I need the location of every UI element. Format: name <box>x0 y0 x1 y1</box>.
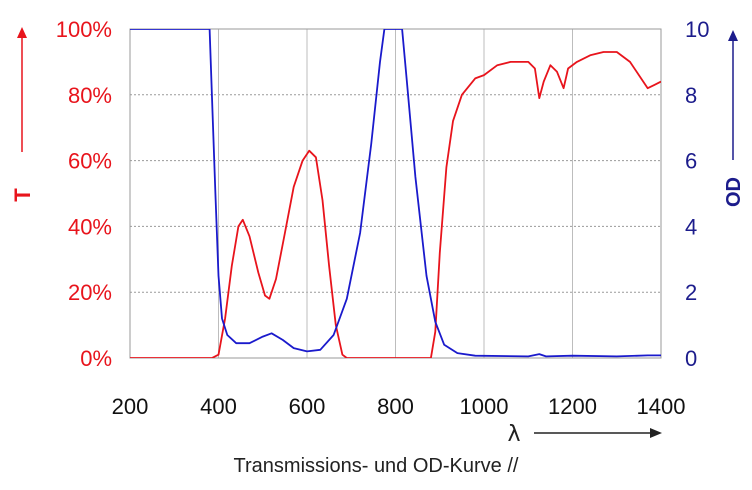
right-tick-label: 4 <box>685 214 697 239</box>
left-tick-label: 40% <box>68 214 112 239</box>
left-tick-label: 100% <box>56 17 112 42</box>
right-tick-label: 0 <box>685 346 697 371</box>
left-tick-label: 20% <box>68 280 112 305</box>
left-tick-label: 80% <box>68 83 112 108</box>
chart-caption: Transmissions- und OD-Kurve // <box>233 455 519 477</box>
x-tick-label: 1000 <box>460 394 509 419</box>
left-axis-label: T <box>10 188 35 202</box>
right-axis-label: OD <box>723 177 745 207</box>
left-tick-label: 0% <box>80 346 112 371</box>
left-tick-label: 60% <box>68 149 112 174</box>
right-axis-arrow-head <box>728 30 738 41</box>
right-tick-label: 6 <box>685 149 697 174</box>
od-line <box>130 29 661 358</box>
x-axis-label: λ <box>507 422 520 447</box>
left-axis-arrow-head <box>17 27 27 38</box>
x-tick-label: 600 <box>289 394 326 419</box>
x-tick-label: 200 <box>112 394 149 419</box>
x-tick-label: 1200 <box>548 394 597 419</box>
right-tick-label: 2 <box>685 280 697 305</box>
x-tick-label: 1400 <box>637 394 686 419</box>
transmission-od-chart: 0% 20% 40% 60% 80% 100% 0 2 4 6 8 10 200 400 600 800 100… <box>10 17 745 447</box>
x-axis-arrow-head <box>650 428 662 438</box>
right-tick-label: 10 <box>685 17 709 42</box>
transmission-line <box>130 51 661 358</box>
x-tick-label: 400 <box>200 394 237 419</box>
x-tick-label: 800 <box>377 394 414 419</box>
right-tick-label: 8 <box>685 83 697 108</box>
